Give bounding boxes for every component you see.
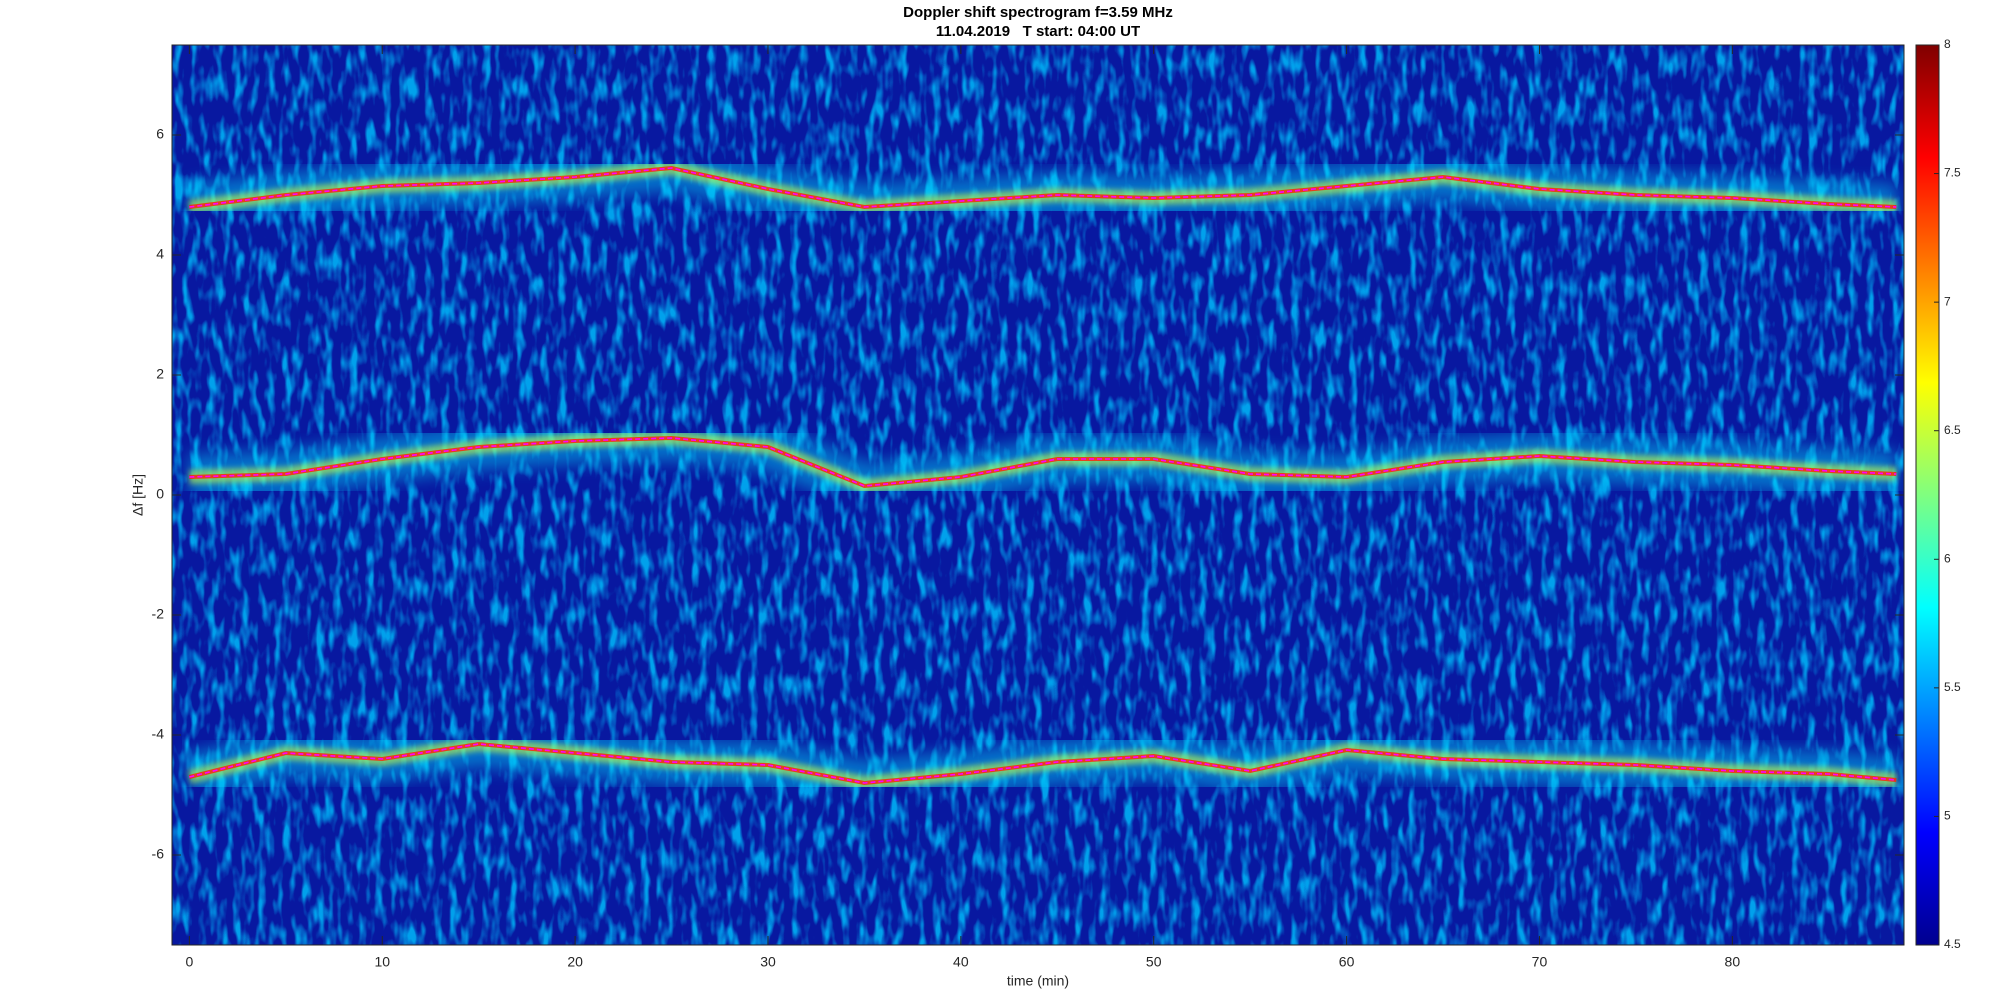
trace-line — [189, 437, 1897, 487]
y-tick-label: 4 — [156, 246, 164, 262]
chart-subtitle: 11.04.2019 T start: 04:00 UT — [936, 23, 1140, 40]
y-tick-label: 0 — [156, 486, 164, 502]
colorbar-tick-label: 8 — [1944, 37, 1951, 51]
x-tick-label: 50 — [1146, 954, 1162, 970]
colorbar-tick-label: 5 — [1944, 809, 1951, 823]
x-tick-label: 0 — [185, 954, 193, 970]
x-tick-label: 60 — [1339, 954, 1355, 970]
x-tick-label: 70 — [1532, 954, 1548, 970]
y-tick-label: -4 — [152, 726, 165, 742]
x-tick-label: 40 — [953, 954, 969, 970]
colorbar-tick-label: 4.5 — [1944, 937, 1961, 951]
x-tick-label: 10 — [374, 954, 390, 970]
plot-area — [183, 144, 1899, 807]
y-tick-label: 6 — [156, 126, 164, 142]
trace-line — [189, 743, 1897, 784]
x-axis-label: time (min) — [1007, 973, 1069, 989]
x-tick-label: 30 — [760, 954, 776, 970]
y-axis-label: Δf [Hz] — [130, 474, 146, 516]
colorbar-tick-label: 7.5 — [1944, 166, 1961, 180]
colorbar-tick-label: 7 — [1944, 294, 1951, 308]
colorbar-tick-label: 6 — [1944, 551, 1951, 565]
x-tick-label: 80 — [1725, 954, 1741, 970]
y-tick-label: -2 — [152, 606, 165, 622]
colorbar-tick-label: 6.5 — [1944, 423, 1961, 437]
colorbar-tick-label: 5.5 — [1944, 680, 1961, 694]
colorbar — [1915, 44, 1940, 946]
chart-title: Doppler shift spectrogram f=3.59 MHz — [903, 4, 1173, 21]
y-tick-label: -6 — [152, 846, 165, 862]
y-tick-label: 2 — [156, 366, 164, 382]
x-tick-label: 20 — [567, 954, 583, 970]
trace-line — [189, 167, 1897, 208]
